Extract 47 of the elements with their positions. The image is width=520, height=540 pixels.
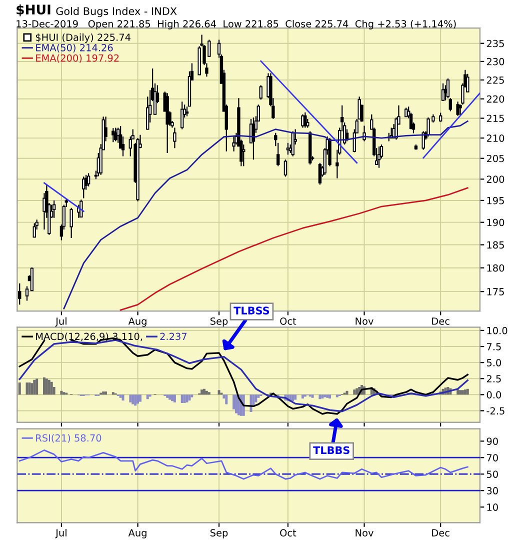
x-tick-label: Nov — [356, 529, 374, 536]
x-tick-label: Sep — [210, 317, 228, 327]
x-tick-label: Oct — [280, 317, 296, 325]
annotation: TLBSS — [234, 306, 270, 314]
x-tick-label: Aug — [128, 318, 146, 327]
y-tick-label: 50 — [486, 470, 498, 478]
chart-title: $HUI — [16, 4, 50, 16]
y-tick-label: 10.0 — [487, 326, 508, 334]
y-tick-label: -2.5 — [486, 407, 504, 415]
y-tick-label: 7.5 — [487, 343, 501, 350]
y-tick-label: 180 — [487, 264, 504, 272]
y-tick-label: 185 — [487, 241, 504, 249]
y-tick-label: 205 — [486, 154, 504, 162]
y-tick-label: 225 — [486, 76, 504, 84]
legend-label: MACD(12,26,9) 3.110, — [36, 332, 142, 342]
x-tick-label: Oct — [280, 529, 296, 536]
x-tick-label: Jul — [55, 317, 66, 327]
y-tick-label: 235 — [486, 40, 504, 48]
y-tick-label: 5.0 — [486, 359, 502, 366]
y-tick-label: 195 — [487, 196, 504, 204]
y-tick-label: 175 — [487, 288, 504, 296]
x-tick-label: Sep — [210, 529, 228, 538]
y-tick-label: 30 — [486, 487, 498, 494]
x-tick-label: Dec — [432, 318, 450, 325]
y-tick-label: 220 — [486, 95, 504, 103]
y-tick-label: 70 — [487, 454, 498, 462]
y-tick-label: 190 — [487, 218, 504, 226]
x-tick-label: Aug — [128, 529, 146, 538]
legend-label: EMA(200) 197.92 — [36, 54, 119, 63]
x-tick-label: Dec — [432, 529, 450, 536]
chart-subtitle: Gold Bugs Index - INDX — [56, 7, 177, 18]
legend-label: $HUI (Daily) 225.74 — [36, 33, 130, 43]
legend-label: 2.237 — [160, 332, 187, 340]
y-tick-label: 90 — [486, 438, 498, 445]
y-tick-label: 0.0 — [486, 391, 502, 398]
y-tick-label: 210 — [486, 134, 504, 142]
y-tick-label: 200 — [486, 176, 504, 183]
legend-label: RSI(21) 58.70 — [36, 434, 102, 443]
annotation: TLBBS — [313, 446, 350, 454]
x-tick-label: Nov — [356, 318, 374, 325]
y-tick-label: 2.5 — [486, 375, 501, 382]
legend-label: EMA(50) 214.26 — [36, 44, 113, 52]
y-tick-label: 215 — [486, 114, 504, 122]
y-tick-label: 230 — [486, 58, 504, 66]
annotation: 13-Dec-2019 Open 221.85 High 226.64 Low 221.85 Close 225.74 Chg +2.53 (+1.14%) — [16, 20, 456, 30]
y-tick-label: 10 — [487, 504, 498, 511]
x-tick-label: Jul — [55, 528, 66, 538]
